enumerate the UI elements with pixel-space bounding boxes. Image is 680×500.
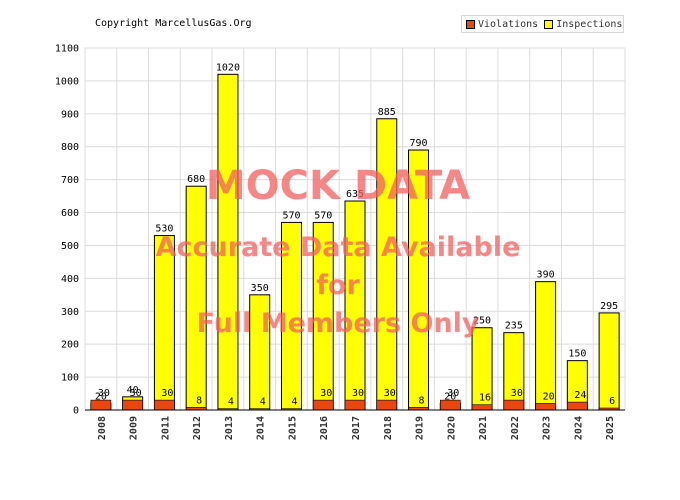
x-tick-label: 2025: [605, 416, 616, 440]
data-label-violations: 30: [98, 388, 110, 399]
bar-violations: [376, 399, 398, 411]
y-tick-label: 900: [61, 109, 79, 120]
x-tick-label: 2011: [160, 416, 171, 440]
y-tick-label: 100: [61, 373, 79, 384]
data-label-inspections: 790: [409, 138, 427, 149]
y-tick-label: 500: [61, 241, 79, 252]
y-tick-label: 400: [61, 274, 79, 285]
watermark-full-members: Full Members Only: [196, 308, 480, 339]
legend-label-violations: Violations: [478, 18, 539, 30]
data-label-inspections: 150: [568, 349, 586, 360]
watermark-for: for: [316, 270, 360, 301]
data-label-inspections: 680: [187, 174, 205, 185]
data-label-violations: 6: [609, 396, 615, 407]
x-tick-label: 2020: [446, 416, 457, 440]
x-tick-label: 2015: [287, 416, 298, 440]
data-label-inspections: 390: [537, 270, 555, 281]
bar-violations: [535, 403, 556, 411]
data-label-inspections: 40: [127, 385, 139, 396]
bar-inspections: [185, 185, 207, 411]
data-label-violations: 30: [384, 388, 396, 399]
data-label-inspections: 20: [444, 391, 456, 402]
y-tick-label: 300: [61, 307, 79, 318]
data-label-inspections: 885: [378, 107, 396, 118]
bar-violations: [503, 399, 525, 411]
data-label-violations: 16: [479, 393, 491, 404]
bar-violations: [154, 399, 175, 411]
data-label-violations: 8: [196, 395, 202, 406]
bar-violations: [312, 399, 334, 411]
x-tick-label: 2014: [256, 416, 267, 440]
data-label-inspections: 635: [346, 189, 364, 200]
violations-swatch: [466, 19, 475, 29]
watermark-accurate-data: Accurate Data Available: [155, 232, 521, 263]
x-tick-label: 2018: [383, 416, 394, 440]
data-label-inspections: 570: [282, 210, 300, 221]
x-tick-label: 2013: [224, 416, 235, 440]
data-label-inspections: 20: [95, 391, 107, 402]
data-label-inspections: 235: [505, 321, 523, 332]
bar-violations: [471, 404, 493, 411]
y-tick-label: 600: [61, 208, 79, 219]
data-label-inspections: 250: [473, 316, 491, 327]
y-tick-label: 200: [61, 340, 79, 351]
bar-violations: [122, 399, 143, 411]
y-tick-label: 1100: [55, 44, 79, 55]
data-label-violations: 4: [260, 397, 266, 408]
legend-item-violations: Violations: [466, 19, 538, 30]
x-tick-label: 2008: [97, 416, 108, 440]
data-label-violations: 30: [320, 388, 332, 399]
x-tick-label: 2016: [319, 416, 330, 440]
watermark-mock-data: MOCK DATA: [205, 163, 471, 209]
data-label-violations: 8: [419, 395, 425, 406]
x-tick-label: 2024: [573, 416, 584, 440]
data-label-inspections: 295: [600, 301, 618, 312]
data-label-inspections: 530: [155, 224, 173, 235]
data-label-inspections: 570: [314, 210, 332, 221]
data-label-violations: 30: [130, 388, 142, 399]
data-label-violations: 30: [352, 388, 364, 399]
y-tick-label: 800: [61, 142, 79, 153]
x-tick-label: 2023: [542, 416, 553, 440]
copyright-text: Copyright MarcellusGas.Org: [95, 18, 252, 29]
legend-label-inspections: Inspections: [556, 18, 623, 30]
data-label-violations: 20: [543, 391, 555, 402]
x-tick-label: 2009: [129, 416, 140, 440]
x-tick-label: 2022: [510, 416, 521, 440]
inspections-swatch: [544, 19, 554, 29]
y-tick-label: 0: [73, 406, 79, 417]
data-label-inspections: 1020: [216, 62, 240, 73]
data-label-violations: 30: [511, 388, 523, 399]
x-tick-label: 2019: [415, 416, 426, 440]
data-label-violations: 24: [574, 390, 586, 401]
data-label-violations: 4: [228, 397, 234, 408]
data-label-inspections: 350: [251, 283, 269, 294]
y-tick-label: 1000: [55, 76, 79, 87]
chart-legend: Violations Inspections: [461, 15, 624, 33]
x-tick-label: 2012: [192, 416, 203, 440]
x-tick-label: 2017: [351, 416, 362, 440]
data-label-violations: 4: [291, 397, 297, 408]
data-label-violations: 30: [161, 388, 173, 399]
legend-item-inspections: Inspections: [544, 19, 622, 30]
bar-violations: [567, 401, 588, 411]
data-label-violations: 30: [447, 388, 459, 399]
y-tick-label: 700: [61, 175, 79, 186]
x-tick-label: 2021: [478, 416, 489, 440]
bar-violations: [344, 399, 366, 411]
